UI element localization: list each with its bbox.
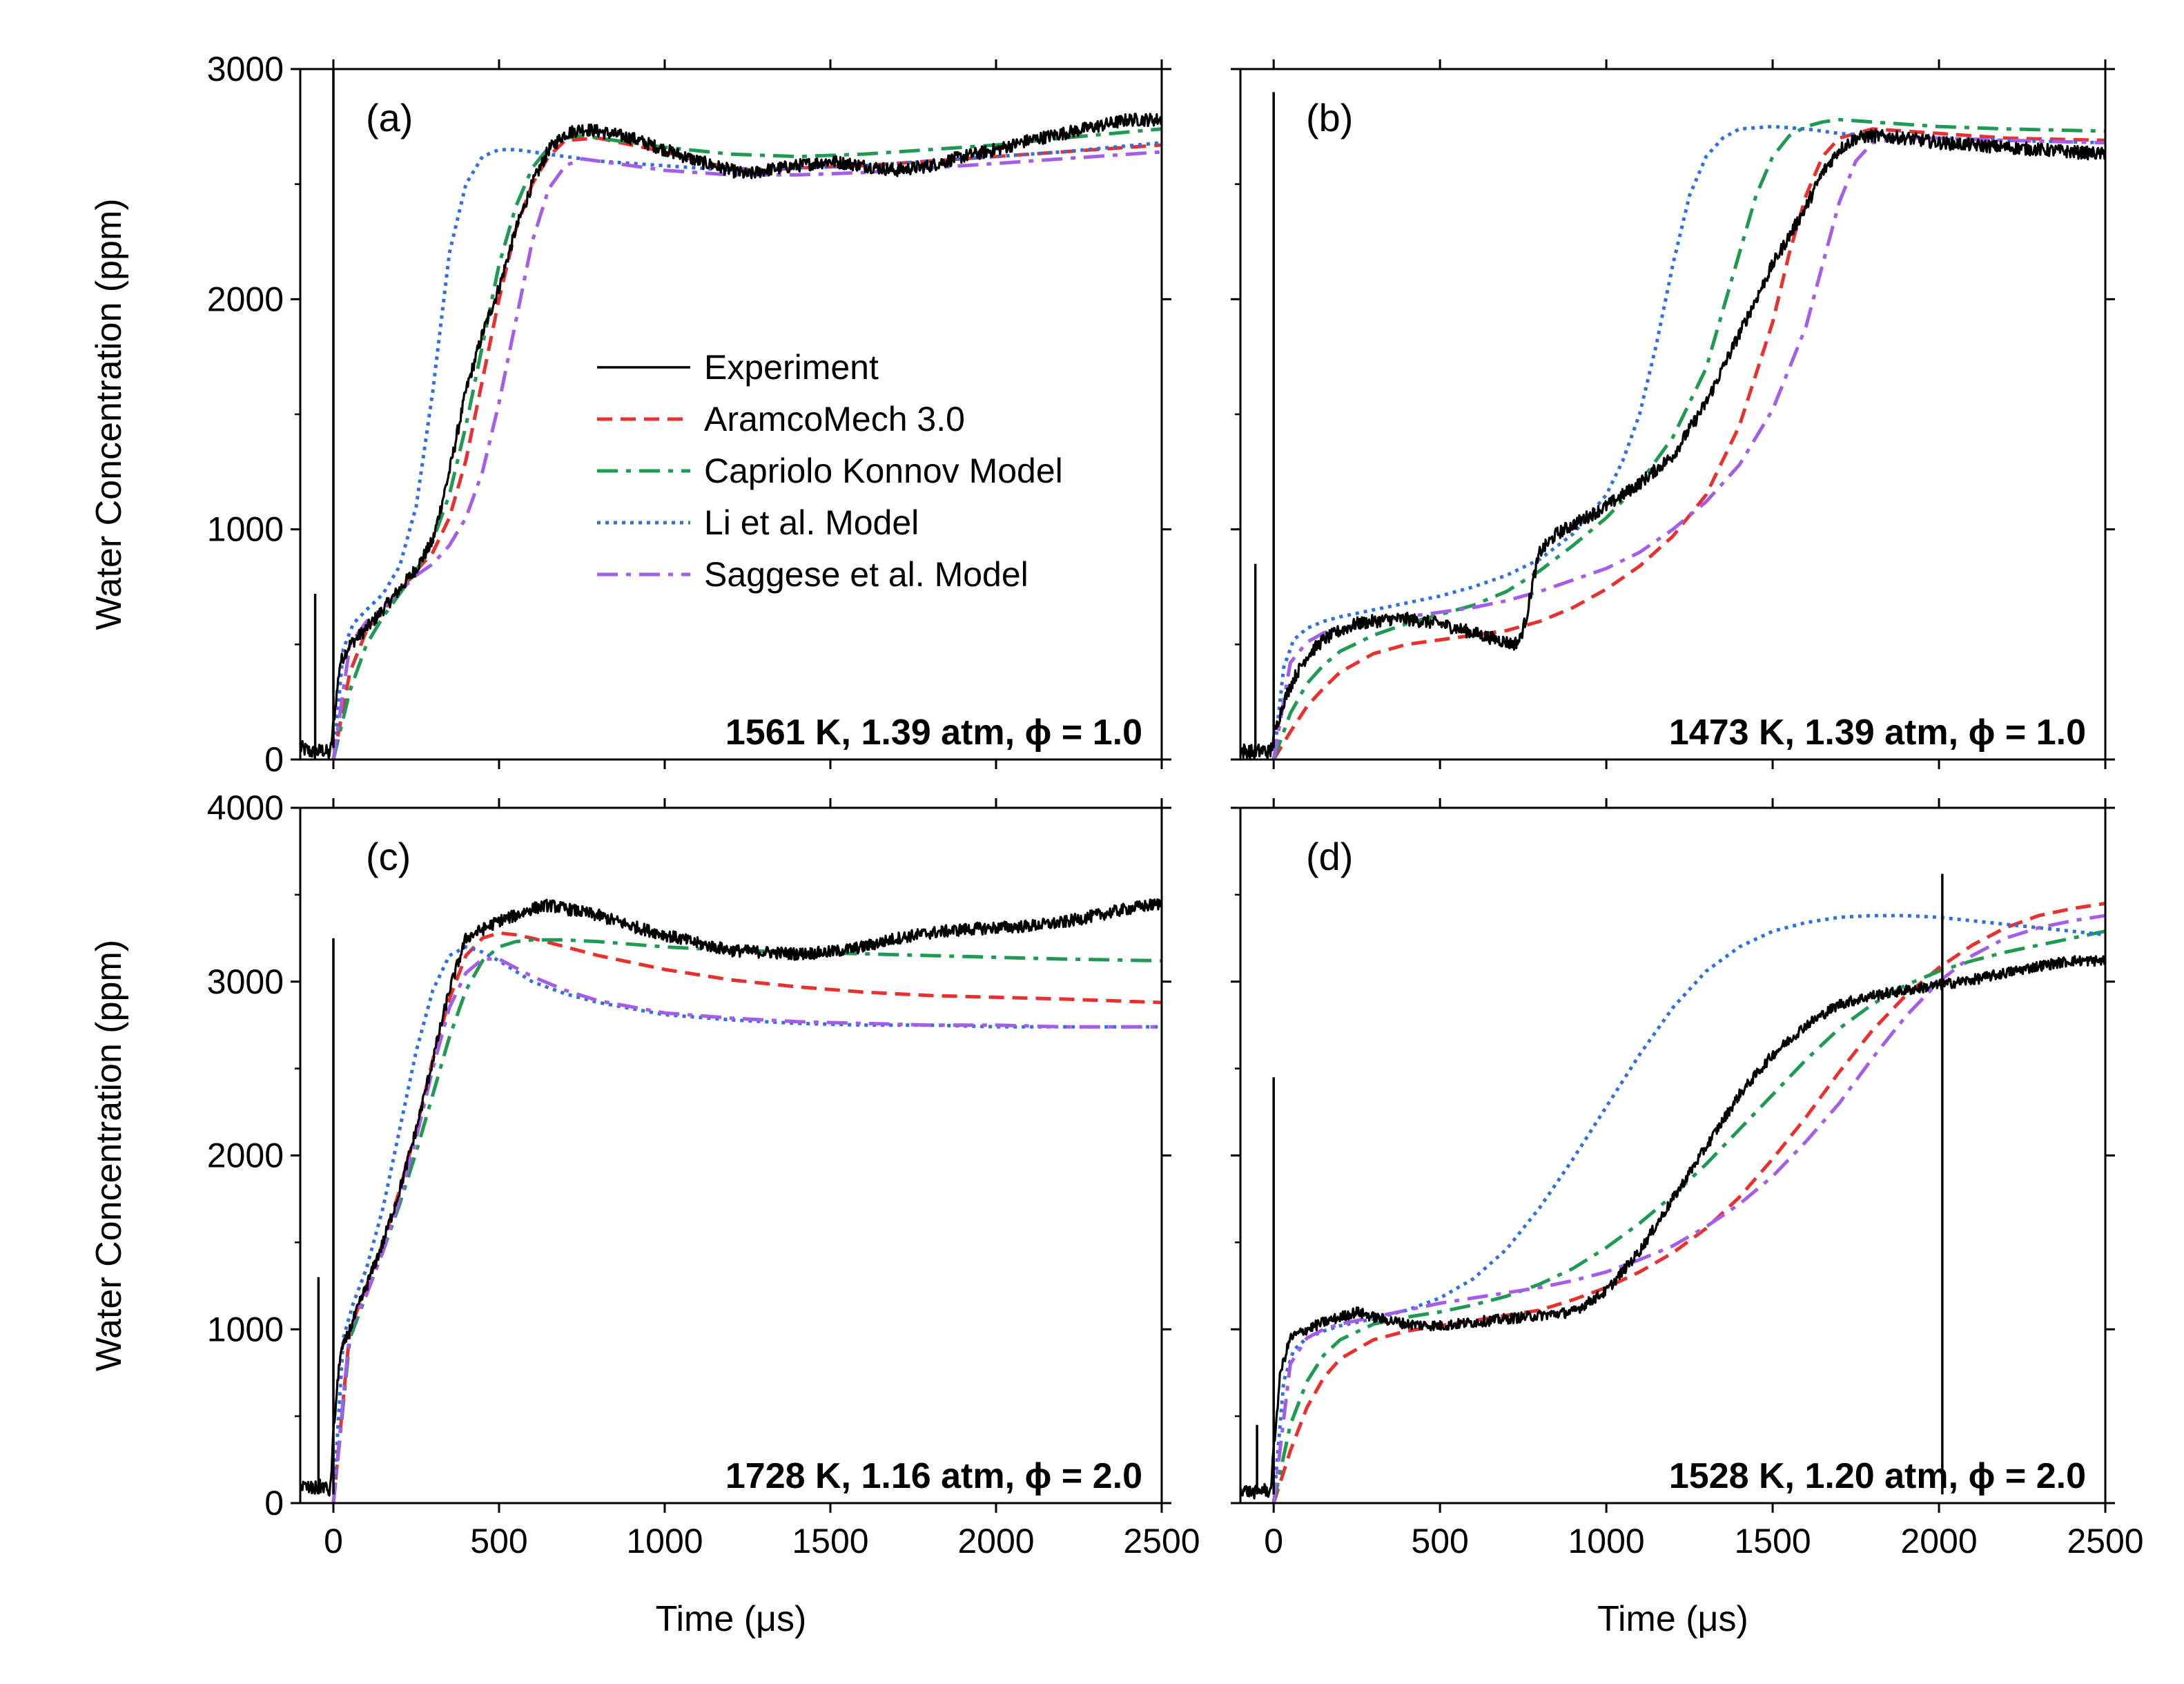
legend-label: Li et al. Model: [704, 503, 919, 542]
x-tick-label: 1500: [792, 1522, 868, 1560]
panel-label: (b): [1306, 96, 1353, 139]
series-saggese-et-al-model: [331, 957, 1162, 1503]
series-li-et-al-model: [1271, 124, 2105, 759]
panel-label: (d): [1306, 835, 1353, 878]
plot-frame: [299, 806, 1163, 1504]
panel-label: (a): [366, 96, 413, 139]
x-tick-label: 500: [1411, 1522, 1468, 1560]
series-capriolo-konnov-model: [1271, 117, 2105, 759]
series-experiment: [300, 113, 1162, 759]
x-tick-label: 2500: [2067, 1522, 2143, 1560]
series-li-et-al-model: [331, 945, 1162, 1503]
panel-d: 0 500 1000 1500 2000 2500 Time (μs) (d) 1528 K, …: [1231, 798, 2144, 1639]
series-li-et-al-model: [1271, 913, 2105, 1503]
series-aramcomech-3-0: [1271, 902, 2105, 1503]
condition-label: 1561 K, 1.39 atm, ϕ = 1.0: [725, 713, 1142, 753]
series-capriolo-konnov-model: [331, 938, 1162, 1503]
x-tick-label: 1000: [626, 1522, 703, 1560]
x-axis-title: Time (μs): [656, 1599, 807, 1639]
series-saggese-et-al-model: [331, 150, 1162, 759]
series-experiment: [1240, 128, 2105, 759]
y-tick-label: 3000: [207, 962, 284, 1001]
series-saggese-et-al-model: [1271, 913, 2105, 1503]
y-axis-title: Water Concentration (ppm): [89, 940, 129, 1371]
condition-label: 1728 K, 1.16 atm, ϕ = 2.0: [725, 1456, 1142, 1496]
x-tick-label: 2000: [1900, 1522, 1977, 1560]
series-aramcomech-3-0: [331, 136, 1162, 759]
series-aramcomech-3-0: [1272, 127, 2105, 759]
panel-a: 0 1000 2000 3000 Water Concentration (ppm) (a…: [89, 50, 1171, 779]
x-tick-label: 500: [470, 1522, 527, 1560]
plot-area: [1240, 92, 2105, 759]
series-experiment: [1240, 955, 2105, 1500]
legend-label: AramcoMech 3.0: [704, 400, 965, 438]
y-tick-label: 4000: [207, 788, 284, 827]
series-capriolo-konnov-model: [1271, 929, 2105, 1503]
legend-label: Saggese et al. Model: [704, 555, 1028, 594]
condition-label: 1528 K, 1.20 atm, ϕ = 2.0: [1669, 1456, 2086, 1496]
x-tick-label: 0: [324, 1522, 343, 1560]
series-capriolo-konnov-model: [331, 127, 1162, 759]
x-tick-label: 0: [1264, 1522, 1283, 1560]
y-tick-label: 2000: [207, 1136, 284, 1175]
legend: Experiment AramcoMech 3.0 Capriolo Konnov …: [597, 348, 1063, 594]
plot-area: [1240, 873, 2105, 1503]
x-tick-label: 1000: [1568, 1522, 1644, 1560]
y-tick-label: 0: [264, 740, 284, 779]
y-tick-label: 2000: [207, 280, 284, 318]
panel-c: 0 1000 2000 3000 4000 0 500 1000 1500 2000 2500 Wat…: [89, 788, 1200, 1639]
y-tick-label: 3000: [207, 50, 284, 88]
y-tick-label: 1000: [207, 1310, 284, 1348]
panel-b: (b) 1473 K, 1.39 atm, ϕ = 1.0: [1231, 59, 2115, 769]
series-experiment: [300, 898, 1162, 1497]
y-axis-title: Water Concentration (ppm): [89, 198, 129, 630]
x-tick-label: 1500: [1734, 1522, 1811, 1560]
x-axis-title: Time (μs): [1597, 1599, 1748, 1639]
y-tick-label: 0: [264, 1484, 284, 1522]
condition-label: 1473 K, 1.39 atm, ϕ = 1.0: [1669, 713, 2086, 753]
legend-label: Capriolo Konnov Model: [704, 452, 1063, 490]
plot-frame: [1239, 806, 2107, 1504]
panel-label: (c): [366, 835, 411, 878]
series-aramcomech-3-0: [331, 931, 1162, 1503]
y-tick-label: 1000: [207, 510, 284, 549]
x-tick-label: 2500: [1123, 1522, 1200, 1560]
legend-label: Experiment: [704, 348, 879, 387]
plot-area: [300, 69, 1162, 759]
x-tick-label: 2000: [957, 1522, 1034, 1560]
plot-area: [300, 898, 1162, 1503]
series-saggese-et-al-model: [1271, 136, 2105, 759]
